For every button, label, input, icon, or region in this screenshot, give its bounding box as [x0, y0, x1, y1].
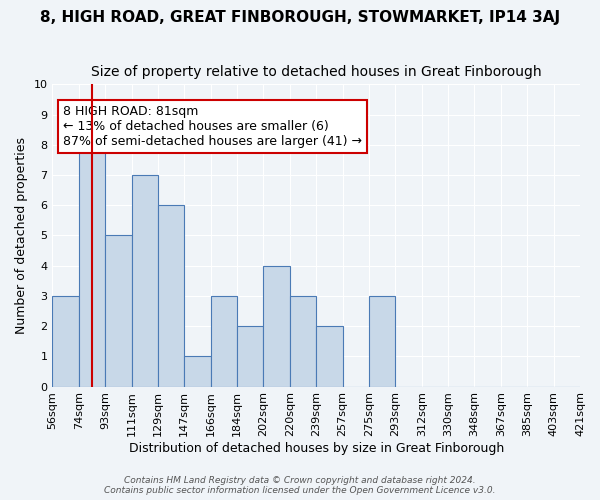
- Y-axis label: Number of detached properties: Number of detached properties: [15, 137, 28, 334]
- Bar: [52, 296, 79, 386]
- Bar: [158, 205, 184, 386]
- Bar: [131, 175, 158, 386]
- X-axis label: Distribution of detached houses by size in Great Finborough: Distribution of detached houses by size …: [128, 442, 504, 455]
- Text: 8, HIGH ROAD, GREAT FINBOROUGH, STOWMARKET, IP14 3AJ: 8, HIGH ROAD, GREAT FINBOROUGH, STOWMARK…: [40, 10, 560, 25]
- Bar: [184, 356, 211, 386]
- Bar: [263, 266, 290, 386]
- Title: Size of property relative to detached houses in Great Finborough: Size of property relative to detached ho…: [91, 65, 542, 79]
- Bar: [211, 296, 237, 386]
- Text: 8 HIGH ROAD: 81sqm
← 13% of detached houses are smaller (6)
87% of semi-detached: 8 HIGH ROAD: 81sqm ← 13% of detached hou…: [63, 106, 362, 148]
- Bar: [79, 145, 105, 386]
- Bar: [237, 326, 263, 386]
- Bar: [369, 296, 395, 386]
- Bar: [290, 296, 316, 386]
- Bar: [105, 236, 131, 386]
- Text: Contains HM Land Registry data © Crown copyright and database right 2024.
Contai: Contains HM Land Registry data © Crown c…: [104, 476, 496, 495]
- Bar: [316, 326, 343, 386]
